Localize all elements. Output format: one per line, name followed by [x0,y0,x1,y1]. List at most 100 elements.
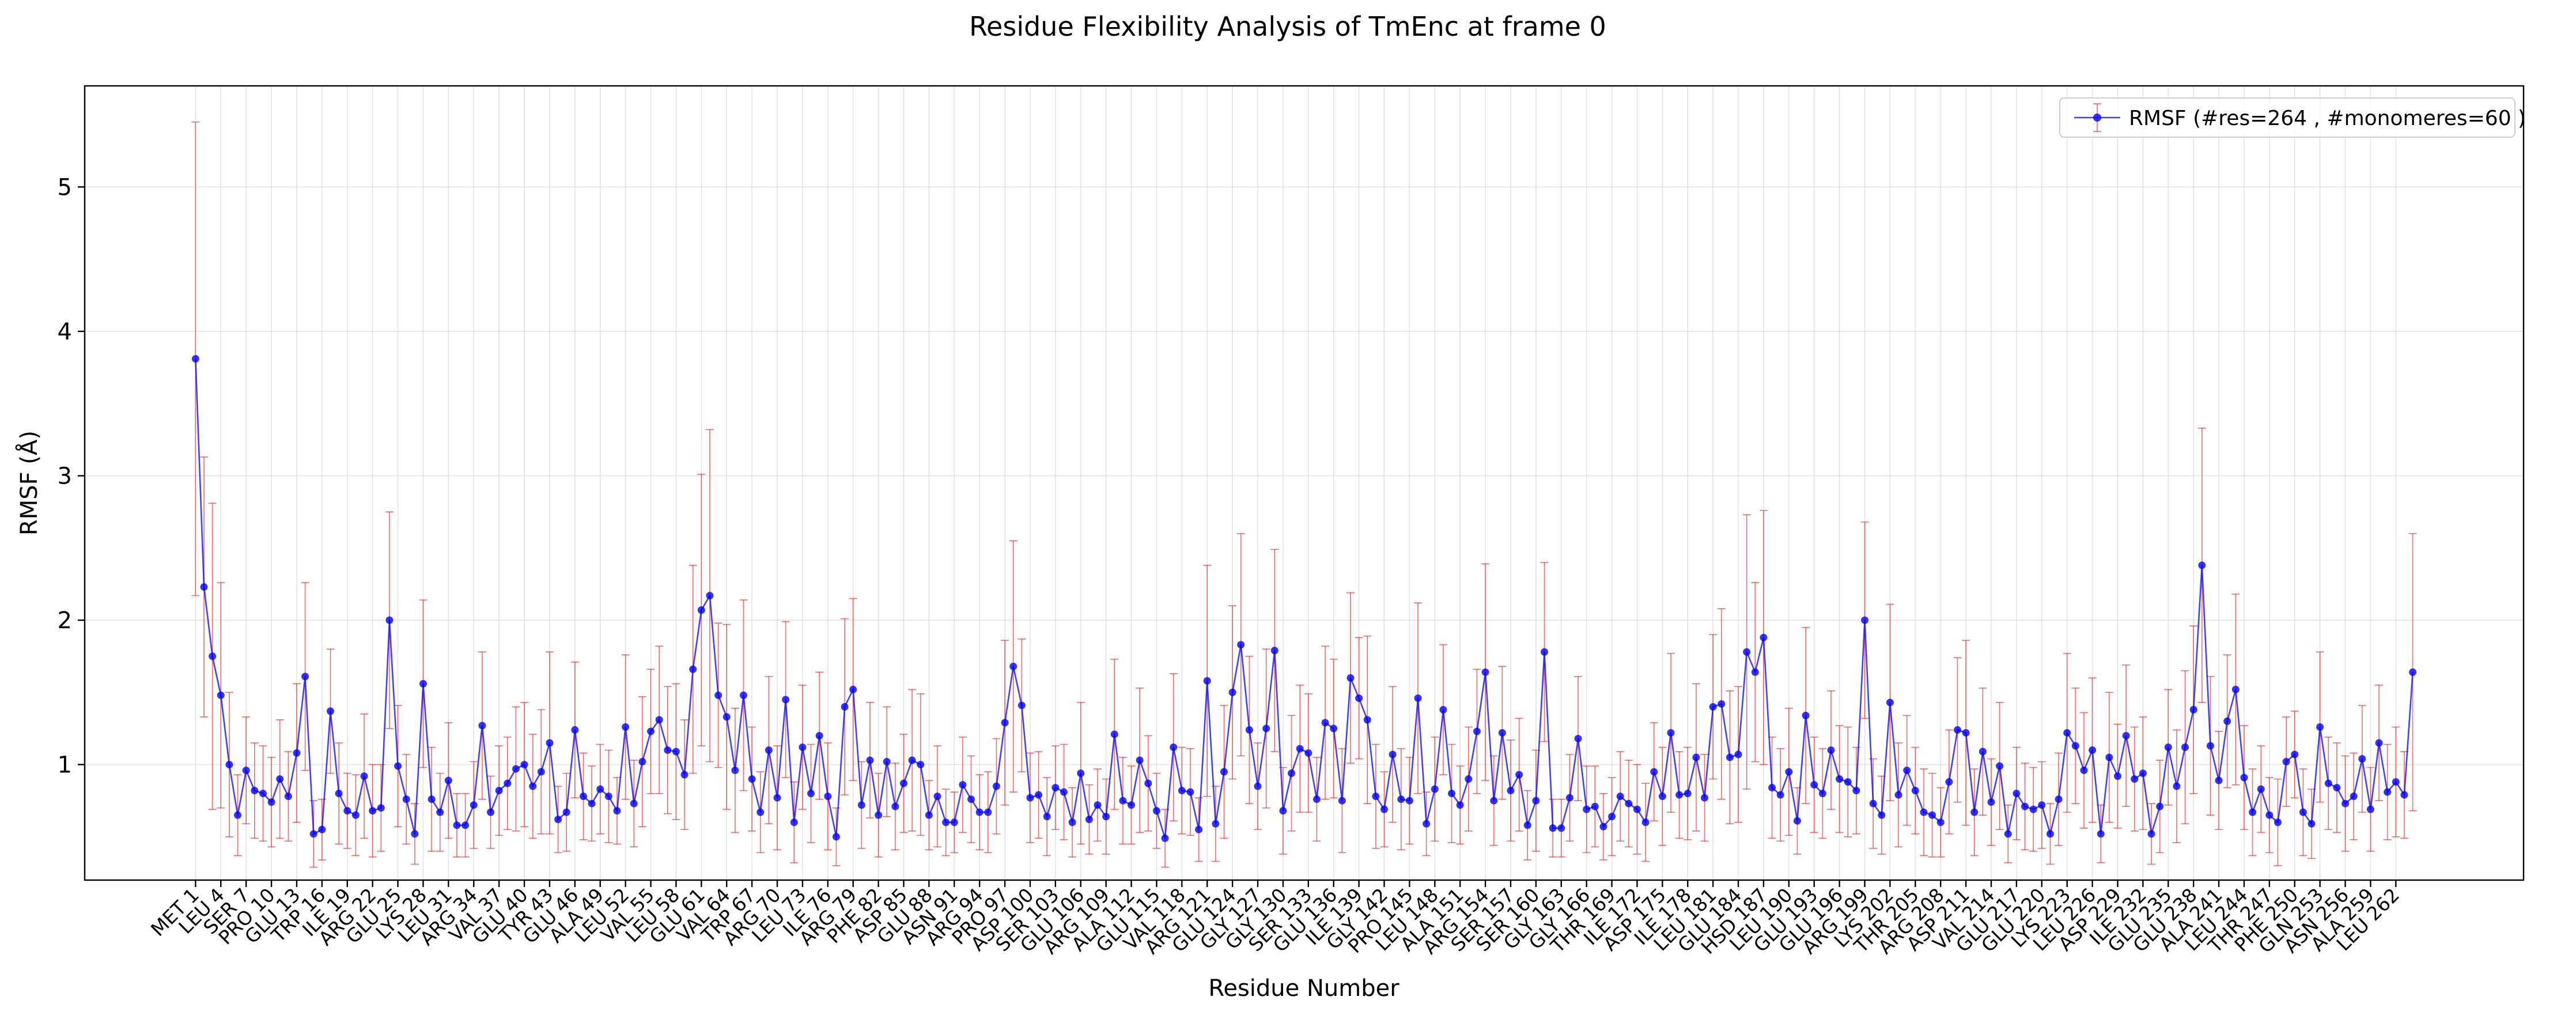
data-point [1852,787,1860,795]
data-point [2139,769,2147,778]
data-point [1565,794,1573,802]
data-point [1625,799,1633,807]
data-point [2215,776,2223,784]
data-point [1060,788,1068,796]
data-point [1330,724,1338,733]
data-point [2173,782,2181,790]
data-point [1068,818,1076,826]
data-point [1987,798,1995,806]
data-point [1279,807,1287,815]
data-point [2324,779,2332,787]
data-point [1785,768,1793,776]
data-point [588,799,596,807]
data-point [2013,790,2021,798]
data-point [1532,797,1540,805]
data-point [630,799,638,807]
data-point [2231,685,2240,693]
data-point [1473,727,1481,735]
y-tick-label: 1 [58,752,72,779]
data-point [1228,688,1236,696]
data-point [293,749,301,757]
data-point [1616,792,1624,801]
data-point [1970,808,1979,816]
data-point [664,746,672,754]
y-tick-label: 3 [58,463,72,489]
data-point [1245,726,1253,734]
data-point [1423,820,1431,828]
x-axis-label: Residue Number [1208,975,1399,1002]
data-point [1743,648,1751,656]
data-point [1346,674,1355,682]
data-point [2038,801,2046,809]
data-point [950,818,958,826]
data-point [2392,778,2400,786]
data-point [1237,641,1245,649]
data-point [1178,787,1186,795]
data-point [765,746,773,754]
data-point [2400,791,2408,799]
data-point [209,652,217,661]
data-point [680,771,689,779]
data-point [2274,818,2282,826]
data-point [1203,677,1211,685]
data-point [1844,778,1852,786]
data-point [1962,729,1970,737]
data-point [706,591,714,599]
data-point [377,804,385,812]
data-point [2240,773,2248,782]
data-point [267,798,275,806]
data-point [394,762,402,770]
data-point [773,794,781,802]
data-point [1372,792,1380,801]
data-point [1170,743,1178,751]
data-point [301,673,309,681]
data-point [309,830,317,838]
data-point [1035,791,1043,799]
data-point [1793,817,1801,825]
data-point [444,776,452,784]
data-point [579,792,587,801]
y-tick-label: 2 [58,607,72,634]
data-point [782,696,790,704]
data-point [200,583,208,591]
data-point [1903,767,1911,775]
data-point [1017,701,1026,709]
data-point [1869,799,1877,807]
data-point [2366,805,2374,813]
data-point [824,792,832,801]
data-point [1507,787,1515,795]
data-points [191,355,2417,842]
data-point [1718,700,1726,708]
data-point [2063,729,2071,737]
data-point [1751,668,1759,676]
data-point [1641,818,1650,826]
data-point [436,808,444,816]
legend-label: RMSF (#res=264 , #monomeres=60 ) [2129,107,2526,130]
data-point [2004,830,2012,838]
y-axis: 1 2 3 4 5 [58,174,85,779]
data-point [2131,775,2139,783]
data-point [2097,830,2105,838]
data-point [478,722,486,730]
data-point [899,779,907,787]
data-point [1979,748,1987,756]
data-point [1928,811,1936,819]
data-point [529,782,537,790]
data-point [1734,750,1742,758]
data-point [2156,802,2164,810]
data-point [1439,705,1447,714]
data-point [1515,771,1523,779]
data-point [2046,830,2054,838]
data-point [1667,729,1675,737]
data-point [2409,668,2417,676]
data-point [832,833,840,841]
data-point [1583,805,1591,813]
data-point [933,792,941,801]
y-axis-label: RMSF (Å) [15,431,43,535]
data-point [2333,784,2341,792]
data-point [2189,705,2197,714]
data-point [2223,717,2231,725]
data-point [1405,797,1413,805]
